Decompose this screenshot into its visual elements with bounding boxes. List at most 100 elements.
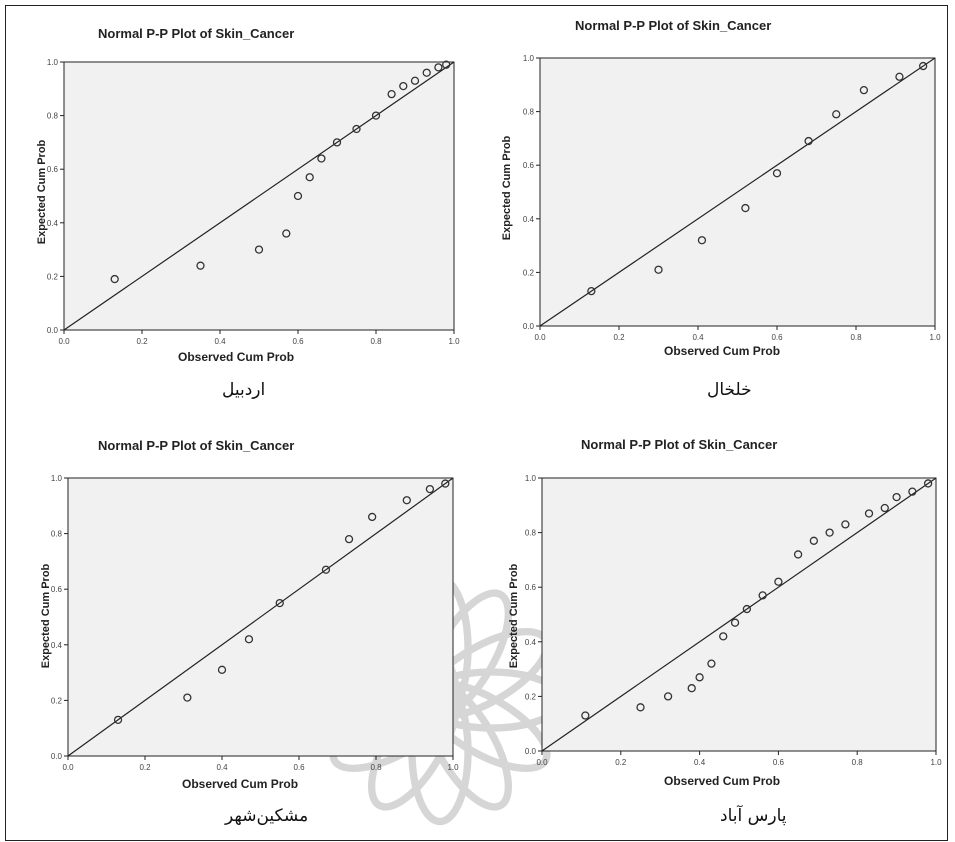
- region-caption: اردبیل: [222, 380, 266, 400]
- data-point: [809, 536, 819, 545]
- x-tick-label: 0.8: [370, 337, 382, 346]
- data-point: [636, 703, 645, 712]
- data-point: [422, 68, 431, 77]
- plot-title: Normal P-P Plot of Skin_Cancer: [98, 26, 295, 41]
- x-tick-label: 0.6: [773, 758, 785, 767]
- x-tick-label: 0.8: [370, 763, 382, 772]
- x-tick-label: 0.6: [292, 337, 304, 346]
- y-tick-label: 0.2: [525, 692, 537, 701]
- x-tick-label: 0.8: [850, 333, 862, 342]
- y-tick-label: 1.0: [47, 58, 59, 67]
- data-point: [859, 86, 869, 95]
- x-axis-label: Observed Cum Prob: [664, 774, 781, 788]
- data-point: [825, 528, 834, 537]
- data-point: [663, 692, 673, 701]
- reference-line: [539, 57, 936, 327]
- y-tick-label: 0.0: [51, 752, 63, 761]
- data-point: [841, 520, 850, 529]
- x-axis-label: Observed Cum Prob: [182, 777, 299, 791]
- data-point: [864, 509, 874, 518]
- x-tick-label: 0.8: [852, 758, 864, 767]
- data-point: [321, 565, 331, 574]
- x-tick-label: 0.2: [139, 763, 151, 772]
- data-point: [581, 711, 590, 720]
- data-point: [832, 110, 841, 119]
- x-tick-label: 1.0: [447, 763, 459, 772]
- y-tick-label: 0.4: [525, 638, 537, 647]
- data-point: [918, 61, 928, 71]
- plot-area: 0.0 0.2 0.4 0.6 0.8 1.0 0.0 0.2 0.4 0.6 0.8 1.0: [525, 474, 942, 767]
- y-tick-label: 0.6: [47, 165, 59, 174]
- data-point: [687, 684, 696, 693]
- data-point: [434, 63, 443, 72]
- reference-line: [541, 477, 937, 752]
- y-tick-label: 0.2: [51, 696, 63, 705]
- y-tick-label: 0.6: [51, 585, 63, 594]
- data-point: [305, 173, 314, 182]
- data-point: [344, 535, 354, 544]
- data-point: [275, 598, 284, 608]
- data-point: [110, 274, 119, 284]
- data-point: [758, 591, 767, 600]
- data-point: [367, 512, 377, 522]
- data-point: [352, 124, 361, 134]
- x-tick-label: 0.0: [536, 758, 548, 767]
- plot-title: Normal P-P Plot of Skin_Cancer: [581, 437, 778, 452]
- data-point: [332, 138, 342, 147]
- data-point: [441, 479, 450, 488]
- data-point: [895, 72, 904, 81]
- data-point: [654, 265, 663, 274]
- y-tick-label: 1.0: [525, 474, 537, 483]
- x-axis-label: Observed Cum Prob: [664, 344, 781, 358]
- data-point: [908, 487, 917, 496]
- x-tick-label: 0.2: [615, 758, 627, 767]
- data-point: [371, 111, 381, 120]
- data-point: [695, 673, 704, 682]
- y-tick-label: 0.0: [523, 322, 535, 331]
- data-point: [442, 60, 451, 69]
- data-point: [399, 81, 408, 91]
- data-point: [741, 203, 750, 213]
- y-tick-label: 0.0: [47, 326, 59, 335]
- plot-area: 0.0 0.2 0.4 0.6 0.8 1.0 0.0 0.2 0.4 0.6 0.8 1.0: [51, 474, 459, 772]
- y-tick-label: 0.8: [523, 108, 535, 117]
- data-point: [892, 492, 901, 502]
- data-point: [293, 191, 303, 201]
- data-point: [113, 715, 123, 725]
- data-point: [587, 287, 596, 296]
- x-tick-label: 0.6: [771, 333, 783, 342]
- data-point: [772, 169, 782, 178]
- data-point: [793, 550, 803, 559]
- y-tick-label: 0.8: [525, 529, 537, 538]
- x-tick-label: 0.6: [293, 763, 305, 772]
- region-caption: خلخال: [707, 380, 752, 400]
- data-point: [719, 632, 728, 641]
- data-point: [923, 479, 933, 488]
- region-caption: مشکین‌شهر: [225, 806, 309, 826]
- plot-area: 0.0 0.2 0.4 0.6 0.8 1.0 0.0 0.2 0.4 0.6 0.8 1.0: [47, 58, 460, 346]
- data-point: [730, 618, 740, 627]
- y-tick-label: 0.2: [47, 272, 59, 281]
- x-tick-label: 1.0: [929, 333, 941, 342]
- data-point: [742, 604, 752, 614]
- data-point: [282, 229, 291, 238]
- data-point: [196, 261, 205, 270]
- x-tick-label: 0.2: [136, 337, 148, 346]
- y-tick-label: 0.4: [523, 215, 535, 224]
- data-point: [707, 659, 716, 668]
- x-tick-label: 0.0: [58, 337, 70, 346]
- plot-area: 0.0 0.2 0.4 0.6 0.8 1.0 0.0 0.2 0.4 0.6 0.8 1.0: [523, 54, 941, 342]
- x-tick-label: 0.4: [216, 763, 228, 772]
- data-point: [774, 577, 783, 586]
- data-point: [254, 245, 264, 254]
- y-tick-label: 0.6: [525, 583, 537, 592]
- data-point: [217, 665, 227, 674]
- x-tick-label: 0.0: [62, 763, 74, 772]
- x-tick-label: 0.4: [694, 758, 706, 767]
- data-point: [317, 154, 326, 163]
- data-point: [402, 496, 411, 505]
- data-point: [880, 503, 889, 513]
- x-tick-label: 0.2: [613, 333, 625, 342]
- data-point: [425, 484, 435, 494]
- x-tick-label: 1.0: [930, 758, 942, 767]
